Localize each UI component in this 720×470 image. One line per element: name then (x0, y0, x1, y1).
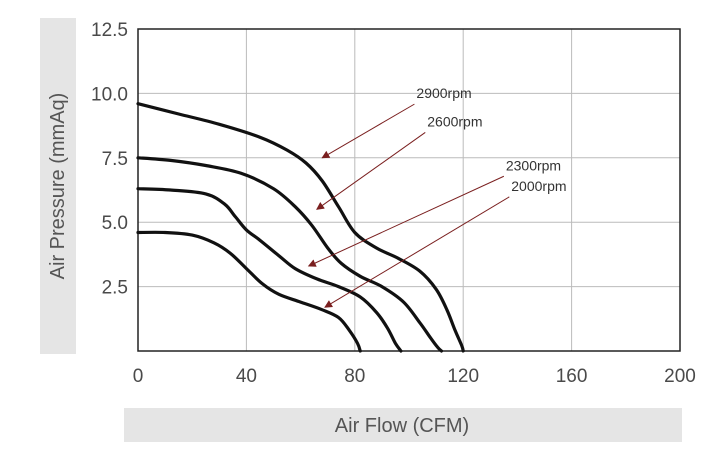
annotation-arrow-2900rpm (321, 103, 415, 159)
y-tick-label: 7.5 (102, 149, 128, 170)
x-axis-label-band (124, 408, 682, 442)
grid (137, 28, 681, 351)
x-axis-title: Air Flow (CFM) (335, 415, 469, 437)
y-tick-label: 10.0 (91, 84, 128, 105)
y-axis-label-band (40, 18, 76, 354)
x-tick-label: 160 (556, 366, 588, 387)
x-tick-label: 0 (133, 366, 144, 387)
x-tick-label: 80 (344, 366, 365, 387)
annotation-arrow-2000rpm (324, 196, 510, 308)
annotation-arrow-2600rpm (316, 132, 426, 210)
x-tick-label: 40 (236, 366, 257, 387)
y-tick-label: 2.5 (102, 278, 128, 299)
curves (136, 102, 465, 353)
y-axis-title: Air Pressure (mmAq) (47, 93, 69, 280)
plot-frame (137, 28, 681, 352)
annotation-arrow-2300rpm (307, 175, 505, 267)
y-tick-label: 5.0 (102, 213, 128, 234)
curve-2000rpm (136, 230, 362, 353)
x-tick-labels: 0 40 80 120 160 200 (133, 366, 696, 387)
y-tick-labels: 2.5 5.0 7.5 10.0 12.5 (91, 20, 128, 299)
curve-2900rpm (136, 102, 465, 353)
curve-2300rpm (136, 187, 403, 353)
curve-label-2000rpm: 2000rpm (511, 178, 566, 194)
x-tick-label: 200 (664, 366, 696, 387)
x-tick-label: 120 (447, 366, 479, 387)
y-tick-label: 12.5 (91, 20, 128, 41)
curve-2600rpm (136, 156, 444, 353)
annotations: 2900rpm 2600rpm 2300rpm 2000rpm (307, 85, 567, 308)
curve-label-2900rpm: 2900rpm (416, 85, 471, 101)
curve-label-2300rpm: 2300rpm (506, 157, 561, 173)
curve-label-2600rpm: 2600rpm (427, 113, 482, 129)
